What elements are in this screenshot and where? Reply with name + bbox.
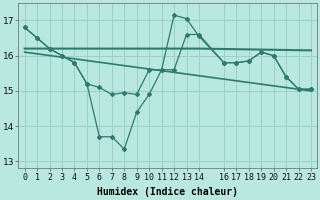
- X-axis label: Humidex (Indice chaleur): Humidex (Indice chaleur): [97, 187, 238, 197]
